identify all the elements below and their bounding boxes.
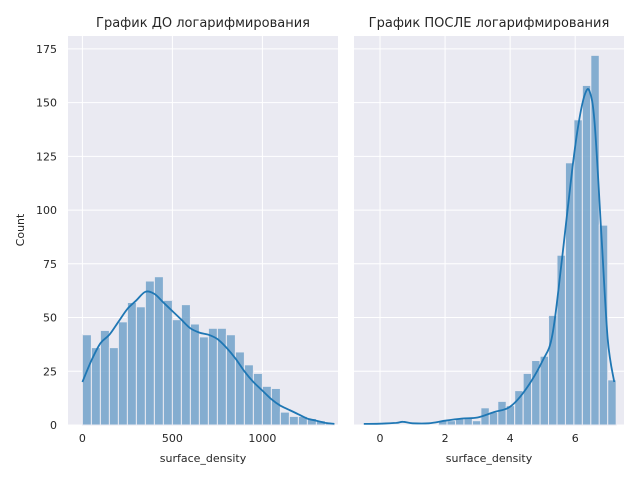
x-tick-label: 500 <box>162 432 183 445</box>
histogram-bar <box>270 387 281 426</box>
histogram-bar <box>471 420 482 426</box>
histogram-bar <box>288 415 299 426</box>
histogram-bar <box>607 379 617 426</box>
histogram-bar <box>162 299 173 426</box>
x-tick-label: 6 <box>572 432 579 445</box>
histogram-bars <box>438 54 617 426</box>
x-tick-label: 1000 <box>248 432 276 445</box>
grid-lines <box>354 36 624 426</box>
histogram-bar <box>446 420 456 426</box>
chart-title: График ДО логарифмирования <box>96 16 310 31</box>
histogram-bar <box>556 254 566 426</box>
histogram-bar <box>234 351 245 426</box>
y-tick-labels: 0 25 50 75 100 125 150 175 <box>36 43 57 432</box>
histogram-bar <box>590 54 600 426</box>
y-tick-label: 175 <box>36 43 57 56</box>
histogram-bar <box>497 400 507 426</box>
histogram-bar <box>207 327 218 426</box>
kde-curve <box>363 88 616 425</box>
histogram-bar <box>598 224 609 426</box>
histogram-bar <box>531 360 541 426</box>
histogram-bar <box>135 306 146 426</box>
histogram-bar <box>581 84 592 426</box>
y-tick-label: 50 <box>43 312 57 325</box>
x-tick-label: 2 <box>442 432 449 445</box>
histogram-bar <box>539 355 550 426</box>
x-axis-label: surface_density <box>446 452 533 465</box>
kde-curve <box>81 290 335 425</box>
y-tick-label: 100 <box>36 204 57 217</box>
y-tick-label: 25 <box>43 365 57 378</box>
y-tick-label: 0 <box>50 419 57 432</box>
panel-before-log: 0 500 1000 0 25 50 75 100 125 150 175 График ДО л… <box>14 16 338 465</box>
panel-after-log: 0 2 4 6 График ПОСЛЕ логарифмирования surfa… <box>354 16 624 465</box>
x-tick-label: 4 <box>507 432 514 445</box>
x-axis-label: surface_density <box>160 452 247 465</box>
histogram-bar <box>117 321 128 426</box>
histogram-bar <box>252 372 263 426</box>
kde-line <box>363 88 616 425</box>
x-tick-labels: 0 500 1000 <box>79 432 276 445</box>
histogram-bar <box>279 411 290 426</box>
histogram-bar <box>463 418 473 426</box>
histogram-bar <box>144 280 155 426</box>
x-tick-labels: 0 2 4 6 <box>377 432 579 445</box>
x-tick-label: 0 <box>79 432 86 445</box>
histogram-bar <box>108 347 119 426</box>
y-axis-label: Count <box>14 213 27 246</box>
histogram-bar <box>99 329 110 426</box>
histogram-bar <box>564 162 575 426</box>
histogram-bars <box>81 276 335 426</box>
histogram-bar <box>573 119 583 426</box>
y-tick-label: 125 <box>36 150 57 163</box>
histogram-bar <box>171 319 182 426</box>
histogram-bar <box>180 304 191 426</box>
y-tick-label: 150 <box>36 97 57 110</box>
x-tick-label: 0 <box>377 432 384 445</box>
kde-line <box>81 290 335 425</box>
y-tick-label: 75 <box>43 258 57 271</box>
chart-title: График ПОСЛЕ логарифмирования <box>369 16 610 31</box>
histogram-bar <box>126 301 137 426</box>
histogram-bar <box>198 336 209 426</box>
histogram-bar <box>189 323 200 426</box>
